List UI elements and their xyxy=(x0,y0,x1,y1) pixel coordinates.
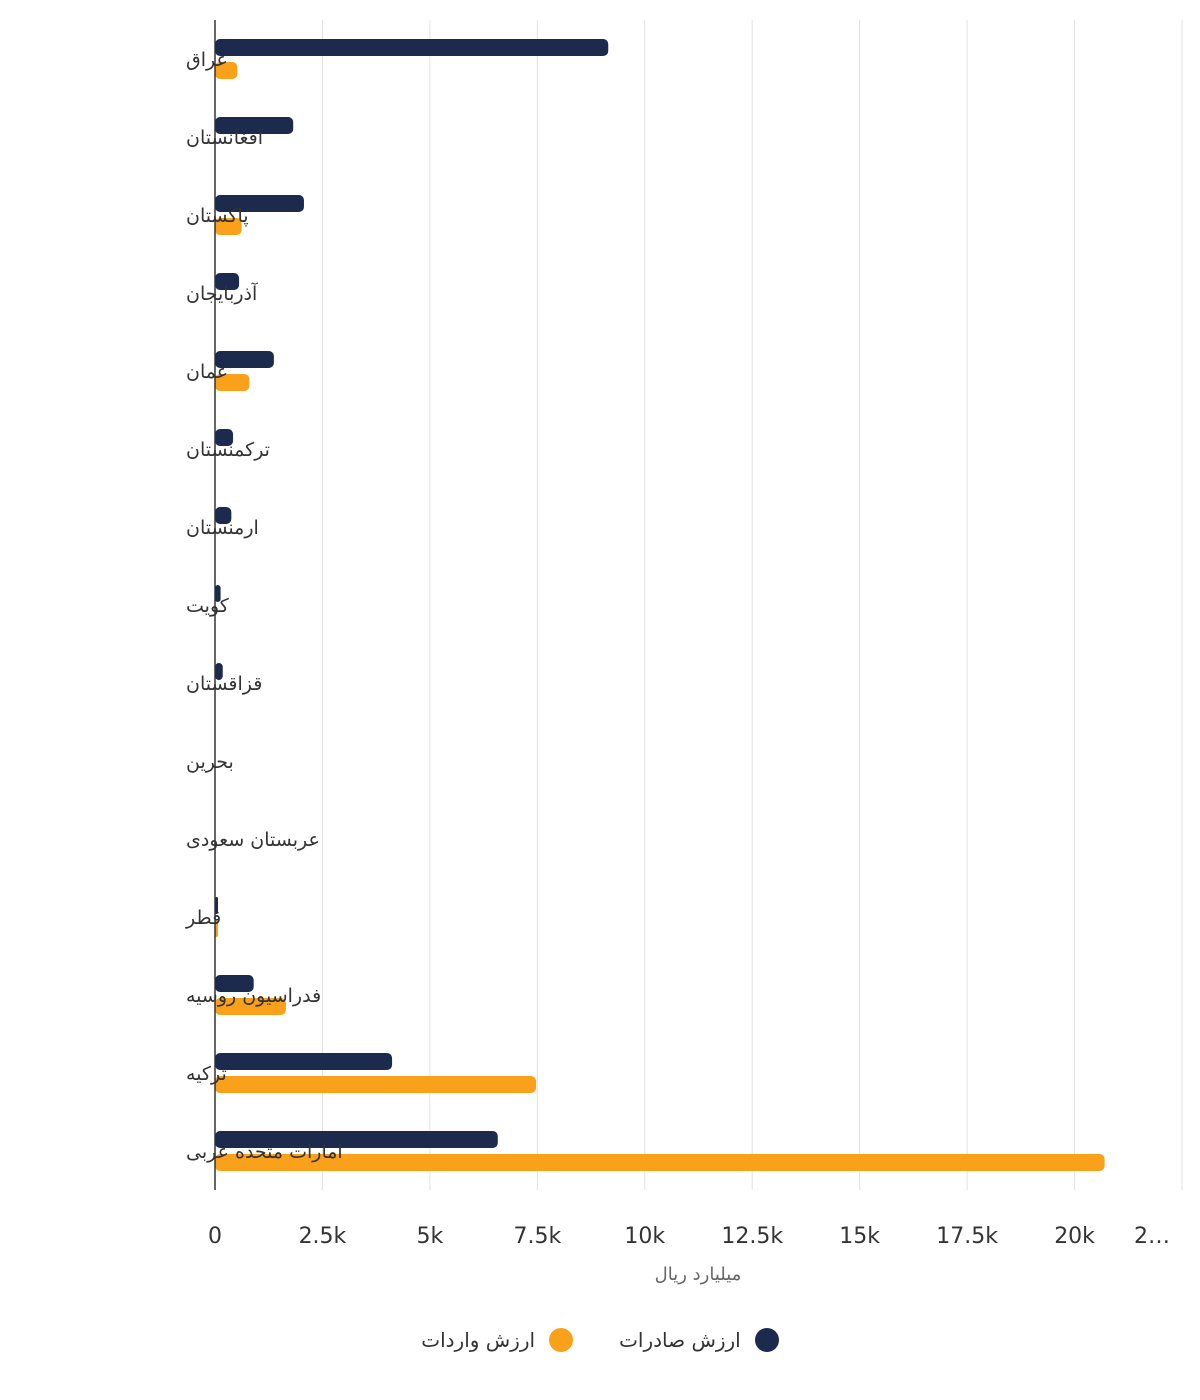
x-axis-title: میلیارد ریال xyxy=(655,1264,742,1285)
category-label: عراق xyxy=(186,49,228,71)
bar-exports[interactable] xyxy=(215,429,234,446)
bar-exports[interactable] xyxy=(215,195,304,212)
bar-exports[interactable] xyxy=(215,351,274,368)
bar-exports[interactable] xyxy=(215,273,240,290)
legend-dot-exports xyxy=(754,1328,779,1352)
category-label: قزاقستان xyxy=(186,673,262,695)
category-label: ترکمنستان xyxy=(186,439,270,461)
x-tick-label: 5k xyxy=(417,1224,444,1249)
bar-exports[interactable] xyxy=(215,663,223,680)
x-tick-label: 2… xyxy=(1134,1224,1170,1249)
category-label: فدراسیون روسیه xyxy=(186,985,321,1007)
bar-imports[interactable] xyxy=(215,998,286,1015)
bar-exports[interactable] xyxy=(215,975,254,992)
x-tick-label: 20k xyxy=(1054,1224,1095,1249)
category-label: عربستان سعودی xyxy=(186,829,320,851)
category-label: قطر xyxy=(185,907,221,929)
grid-lines xyxy=(321,20,1183,1190)
x-tick-label: 15k xyxy=(839,1224,880,1249)
category-label: افغانستان xyxy=(186,127,263,149)
x-tick-label: 2.5k xyxy=(299,1224,347,1249)
legend-item-imports[interactable]: ارزش واردات xyxy=(421,1328,574,1352)
bar-exports[interactable] xyxy=(215,585,221,602)
x-tick-labels: 0 2.5k 5k 7.5k 10k 12.5k 15k 17.5k 20k 2… xyxy=(208,1224,1170,1249)
x-tick-label: 7.5k xyxy=(513,1224,561,1249)
bars xyxy=(215,39,1105,1171)
x-tick-label: 17.5k xyxy=(936,1224,998,1249)
bar-exports[interactable] xyxy=(215,1053,393,1070)
bar-exports[interactable] xyxy=(215,1131,498,1148)
legend: ارزش واردات ارزش صادرات xyxy=(0,1318,1200,1362)
category-label: پاکستان xyxy=(186,205,249,227)
x-tick-label: 10k xyxy=(624,1224,665,1249)
bar-imports[interactable] xyxy=(215,218,242,235)
category-label: ارمنستان xyxy=(186,517,259,539)
category-labels: عراق افغانستان پاکستان آذربایجان عمان ترکمنست… xyxy=(185,49,343,1163)
category-label: بحرین xyxy=(186,751,234,773)
bar-imports[interactable] xyxy=(215,374,250,391)
bar-imports[interactable] xyxy=(215,1154,1105,1171)
category-label: عمان xyxy=(186,361,228,383)
x-tick-label: 0 xyxy=(208,1224,222,1249)
bar-exports[interactable] xyxy=(215,117,294,134)
category-label: ترکیه xyxy=(186,1063,227,1085)
bar-exports[interactable] xyxy=(215,39,609,56)
legend-dot-imports xyxy=(549,1328,574,1352)
bar-imports[interactable] xyxy=(215,1076,537,1093)
x-tick-label: 12.5k xyxy=(721,1224,783,1249)
bar-exports[interactable] xyxy=(215,507,232,524)
category-label: آذربایجان xyxy=(186,281,258,305)
bar-chart: عراق افغانستان پاکستان آذربایجان عمان ترکمنست… xyxy=(185,20,1183,1285)
legend-label-imports: ارزش واردات xyxy=(421,1328,536,1352)
bar-imports[interactable] xyxy=(215,62,238,79)
legend-label-exports: ارزش صادرات xyxy=(619,1328,741,1352)
legend-item-exports[interactable]: ارزش صادرات xyxy=(619,1328,779,1352)
category-label: امارات متحده عربی xyxy=(186,1141,343,1163)
category-label: کویت xyxy=(186,595,230,617)
